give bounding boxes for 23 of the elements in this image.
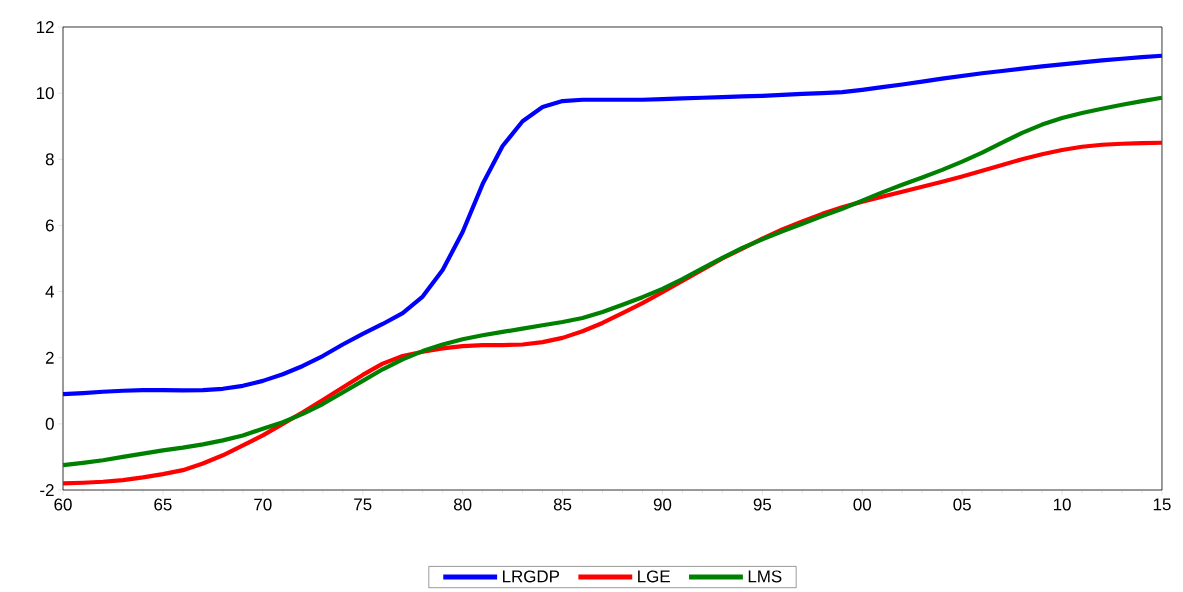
legend-label: LGE bbox=[638, 570, 670, 583]
x-tick-label: 05 bbox=[953, 498, 971, 511]
y-tick-label: 8 bbox=[45, 153, 54, 166]
y-tick-label: 4 bbox=[45, 285, 55, 298]
legend-label: LRGDP bbox=[502, 570, 560, 583]
x-tick-label: 80 bbox=[453, 498, 472, 511]
y-tick-label: 10 bbox=[36, 87, 54, 100]
y-tick-label: 12 bbox=[36, 21, 54, 33]
x-tick-label: 85 bbox=[553, 498, 572, 511]
x-tick-label: 95 bbox=[753, 498, 772, 511]
y-tick-label: 0 bbox=[45, 417, 54, 430]
x-tick-label: 10 bbox=[1053, 498, 1071, 511]
y-tick-label: 2 bbox=[45, 351, 54, 364]
x-tick-label: 65 bbox=[154, 498, 172, 511]
legend-label: LMS bbox=[748, 570, 782, 583]
x-tick-label: 70 bbox=[254, 498, 272, 511]
x-tick-label: 00 bbox=[853, 498, 872, 511]
y-tick-label: -2 bbox=[40, 484, 54, 496]
y-tick-label: 6 bbox=[45, 219, 54, 232]
x-tick-label: 60 bbox=[54, 498, 72, 511]
x-tick-label: 90 bbox=[653, 498, 672, 511]
x-tick-label: 15 bbox=[1153, 498, 1171, 511]
x-tick-label: 75 bbox=[354, 498, 372, 511]
